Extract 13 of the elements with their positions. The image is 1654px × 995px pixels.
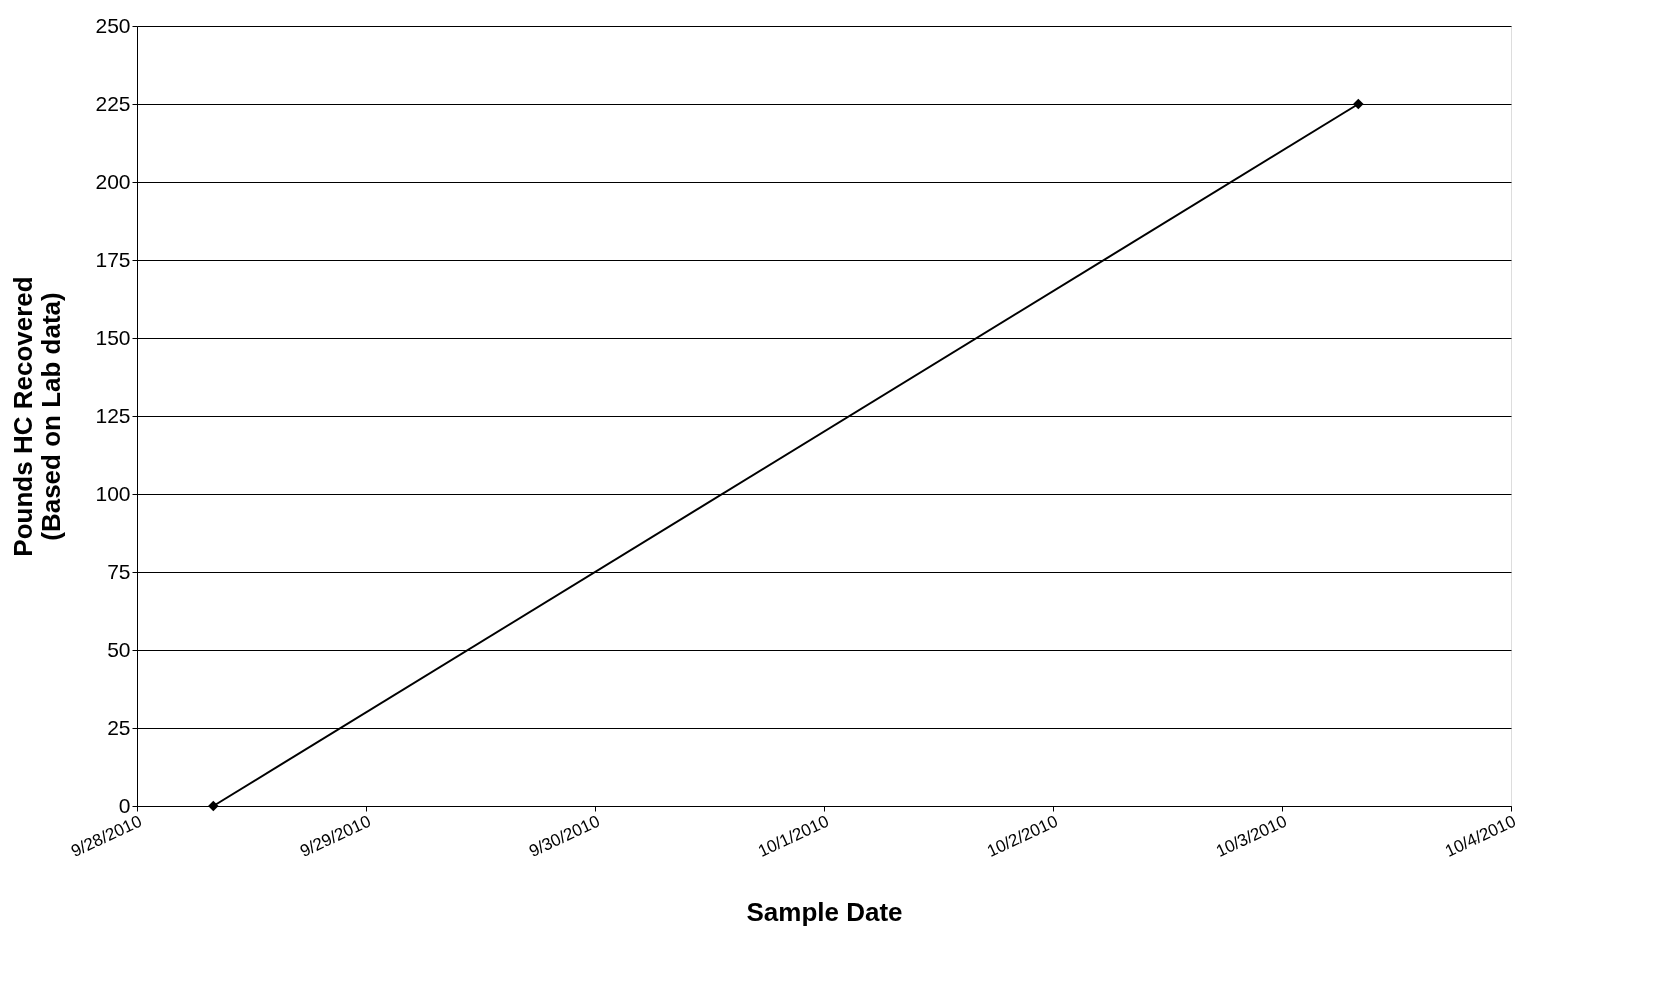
- y-tick-label: 25: [107, 715, 131, 739]
- y-tick-label: 0: [118, 793, 131, 817]
- y-tick-label: 225: [95, 91, 131, 115]
- y-axis-title: Pounds HC Recovered (Based on Lab data): [8, 276, 67, 557]
- y-tick-label: 250: [95, 13, 131, 37]
- y-tick-label: 175: [95, 247, 131, 271]
- x-axis-title: Sample Date: [746, 896, 903, 927]
- y-tick-label: 100: [95, 481, 131, 505]
- y-tick-label: 125: [95, 403, 131, 427]
- y-tick-label: 75: [107, 559, 131, 583]
- y-tick-label: 200: [95, 169, 131, 193]
- y-tick-label: 150: [95, 325, 131, 349]
- y-tick-label: 50: [107, 637, 131, 661]
